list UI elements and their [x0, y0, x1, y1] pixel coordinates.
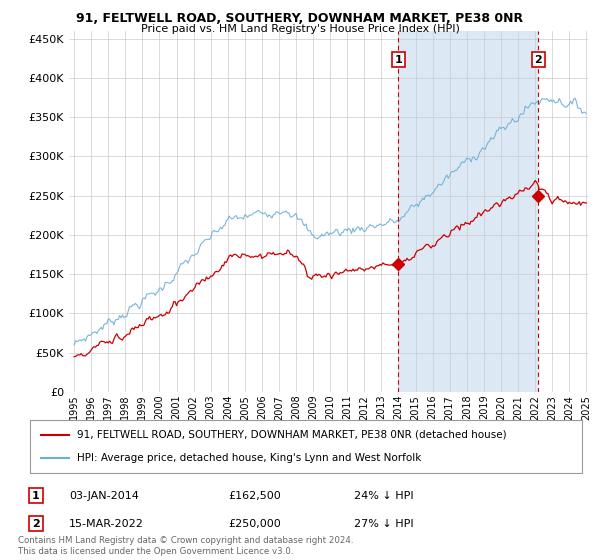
Text: 91, FELTWELL ROAD, SOUTHERY, DOWNHAM MARKET, PE38 0NR: 91, FELTWELL ROAD, SOUTHERY, DOWNHAM MAR…: [76, 12, 524, 25]
Text: Price paid vs. HM Land Registry's House Price Index (HPI): Price paid vs. HM Land Registry's House …: [140, 24, 460, 34]
Text: 1: 1: [32, 491, 40, 501]
Text: 27% ↓ HPI: 27% ↓ HPI: [354, 519, 413, 529]
Text: Contains HM Land Registry data © Crown copyright and database right 2024.
This d: Contains HM Land Registry data © Crown c…: [18, 536, 353, 556]
Text: £162,500: £162,500: [228, 491, 281, 501]
Text: 2: 2: [535, 55, 542, 65]
FancyBboxPatch shape: [30, 420, 582, 473]
Text: 15-MAR-2022: 15-MAR-2022: [69, 519, 144, 529]
Bar: [398, 31, 538, 392]
Text: £250,000: £250,000: [228, 519, 281, 529]
Text: HPI: Average price, detached house, King's Lynn and West Norfolk: HPI: Average price, detached house, King…: [77, 453, 421, 463]
Text: 2: 2: [32, 519, 40, 529]
Text: 1: 1: [395, 55, 403, 65]
Text: 03-JAN-2014: 03-JAN-2014: [69, 491, 139, 501]
Text: 91, FELTWELL ROAD, SOUTHERY, DOWNHAM MARKET, PE38 0NR (detached house): 91, FELTWELL ROAD, SOUTHERY, DOWNHAM MAR…: [77, 430, 506, 440]
Text: 24% ↓ HPI: 24% ↓ HPI: [354, 491, 413, 501]
